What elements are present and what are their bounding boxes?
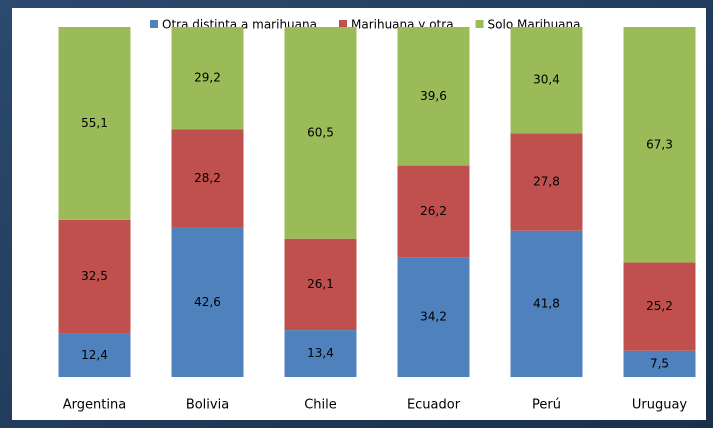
x-tick-label: Perú — [532, 398, 561, 413]
bar-segment — [58, 219, 131, 334]
x-tick-label: Chile — [304, 398, 337, 413]
legend-swatch — [475, 20, 484, 28]
bar-segment — [58, 333, 131, 377]
data-label: 34,2 — [420, 310, 447, 324]
data-label: 7,5 — [650, 356, 669, 370]
data-label: 41,8 — [533, 296, 560, 310]
bar-segment — [171, 27, 244, 130]
data-label: 67,3 — [646, 137, 673, 151]
data-label: 30,4 — [533, 73, 560, 87]
data-label: 32,5 — [81, 269, 108, 283]
x-tick-label: Uruguay — [632, 398, 688, 413]
bar-segment — [623, 350, 696, 377]
bar-segment — [397, 165, 470, 258]
bar-segment — [171, 129, 244, 228]
data-label: 25,2 — [646, 299, 673, 313]
x-tick-label: Bolivia — [186, 398, 229, 413]
bar-segment — [510, 230, 583, 377]
bar-segment — [284, 238, 357, 331]
data-label: 26,2 — [420, 204, 447, 218]
bar-segment — [284, 330, 357, 377]
bar-segment — [397, 27, 470, 166]
data-label: 29,2 — [194, 71, 221, 85]
data-label: 26,1 — [307, 277, 334, 291]
x-tick-label: Argentina — [63, 398, 126, 413]
data-label: 39,6 — [420, 89, 447, 103]
data-label: 12,4 — [81, 348, 108, 362]
bar-segment — [510, 27, 583, 134]
bar-segment — [397, 257, 470, 377]
legend-swatch — [150, 20, 158, 28]
bar-segment — [284, 27, 357, 239]
bar-segment — [623, 27, 696, 263]
data-label: 60,5 — [307, 125, 334, 139]
bar-segment — [623, 262, 696, 351]
data-label: 13,4 — [307, 346, 334, 360]
data-label: 55,1 — [81, 116, 108, 130]
data-label: 27,8 — [533, 175, 560, 189]
data-label: 28,2 — [194, 171, 221, 185]
bar-segment — [58, 27, 131, 220]
legend-swatch — [338, 20, 347, 28]
x-tick-label: Ecuador — [407, 398, 461, 413]
bar-segment — [171, 227, 244, 377]
data-label: 42,6 — [194, 295, 221, 309]
bar-segment — [510, 133, 583, 231]
